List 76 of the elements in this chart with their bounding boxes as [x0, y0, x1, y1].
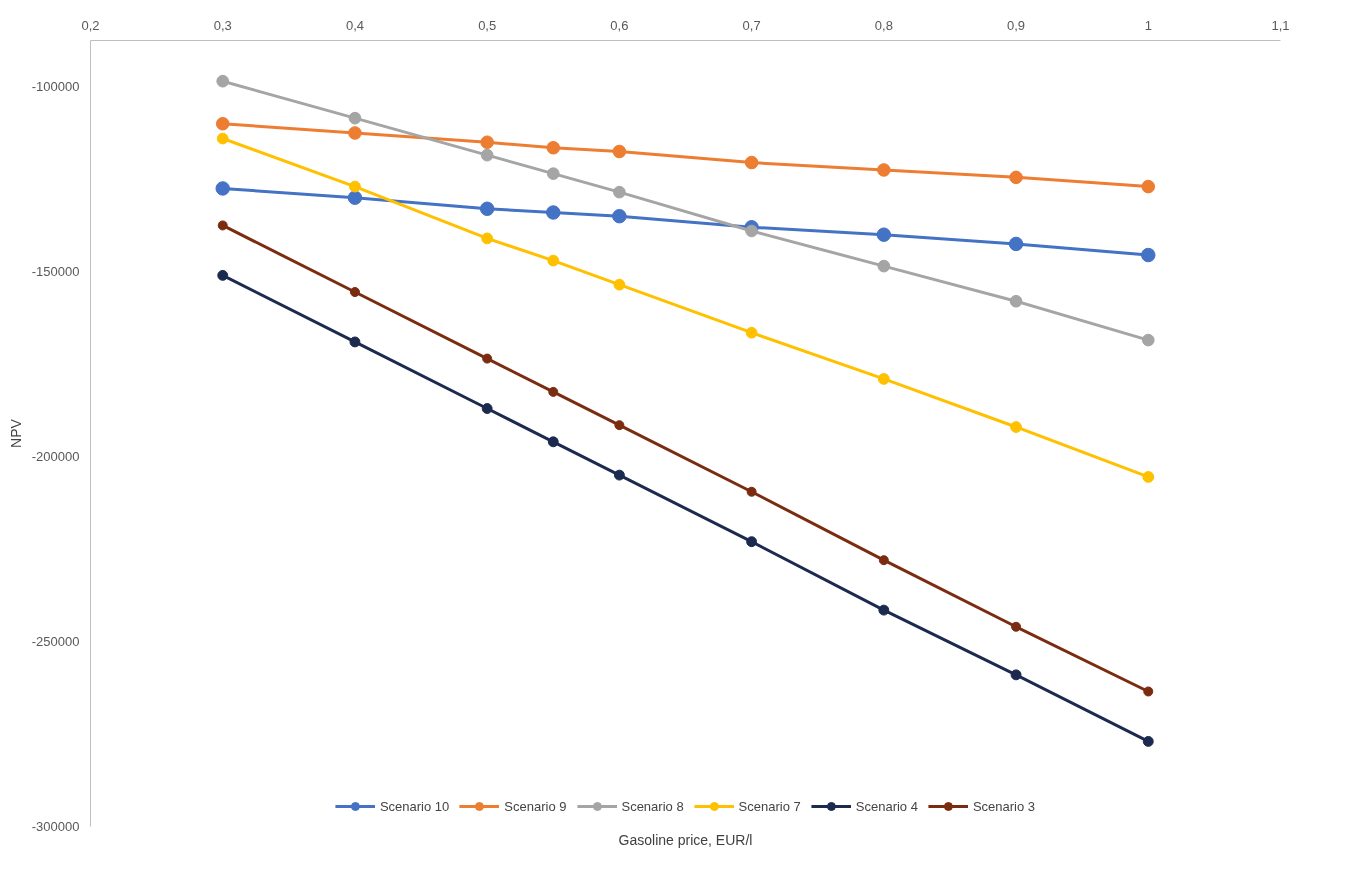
x-tick-label: 0,9 — [1007, 17, 1026, 33]
point — [1142, 471, 1155, 483]
x-tick-label: 0,3 — [213, 17, 232, 33]
point — [217, 220, 228, 231]
point — [1010, 669, 1022, 681]
y-tick-label: -300000 — [31, 819, 80, 834]
point — [479, 201, 495, 217]
y-tick-label: -150000 — [31, 264, 80, 280]
point — [348, 111, 362, 125]
x-tick-label: 0,8 — [874, 17, 893, 33]
legend-label: Scenario 8 — [621, 798, 684, 814]
x-axis-title: Gasoline price, EUR/l — [618, 831, 753, 848]
point — [746, 486, 757, 497]
legend-label: Scenario 10 — [379, 798, 450, 814]
y-tick-label: -250000 — [31, 634, 80, 650]
point — [877, 163, 891, 177]
point — [612, 208, 627, 224]
point — [215, 181, 230, 196]
point — [547, 436, 559, 448]
point — [1142, 735, 1154, 747]
point — [1010, 421, 1022, 433]
point — [1141, 179, 1156, 194]
point — [876, 227, 892, 242]
point — [481, 403, 493, 414]
x-tick-label: 1,1 — [1271, 17, 1290, 33]
x-tick-label: 1 — [1144, 17, 1152, 33]
x-tick-label: 0,7 — [742, 17, 761, 33]
point — [613, 185, 626, 199]
point — [744, 155, 759, 170]
point — [878, 604, 890, 616]
x-tick-label: 0,2 — [81, 17, 100, 33]
point — [349, 180, 361, 193]
x-tick-label: 0,4 — [345, 17, 364, 33]
point — [546, 140, 561, 155]
point — [1009, 294, 1023, 308]
point — [1009, 170, 1023, 185]
point — [877, 259, 891, 273]
point — [348, 126, 362, 140]
point — [1143, 686, 1154, 697]
point — [480, 148, 494, 162]
point — [216, 132, 229, 145]
point — [546, 205, 561, 220]
point — [613, 278, 626, 291]
point — [215, 116, 230, 131]
point — [613, 469, 625, 481]
legend-label: Scenario 3 — [972, 798, 1036, 814]
point — [347, 190, 363, 205]
y-axis-title: NPV — [7, 418, 24, 448]
y-tick-label: -100000 — [31, 79, 80, 95]
x-tick-label: 0,6 — [610, 17, 629, 33]
point — [546, 167, 560, 180]
point — [612, 144, 627, 159]
point — [548, 386, 559, 397]
point — [1141, 333, 1155, 347]
point — [1011, 621, 1022, 632]
point — [349, 287, 360, 298]
legend-label: Scenario 4 — [855, 798, 918, 814]
legend-label: Scenario 7 — [738, 798, 801, 814]
point — [1141, 247, 1156, 263]
point — [349, 336, 361, 348]
x-tick-label: 0,5 — [478, 17, 497, 33]
legend-label: Scenario 9 — [504, 798, 567, 814]
point — [216, 74, 230, 88]
point — [746, 536, 758, 548]
point — [547, 254, 560, 267]
point — [482, 353, 493, 364]
point — [745, 326, 758, 339]
point — [745, 224, 758, 238]
point — [877, 373, 890, 385]
point — [878, 555, 889, 566]
point — [481, 232, 494, 245]
point — [1008, 236, 1024, 252]
point — [480, 135, 494, 150]
point — [614, 420, 625, 431]
y-tick-label: -200000 — [31, 449, 80, 465]
point — [217, 269, 229, 281]
